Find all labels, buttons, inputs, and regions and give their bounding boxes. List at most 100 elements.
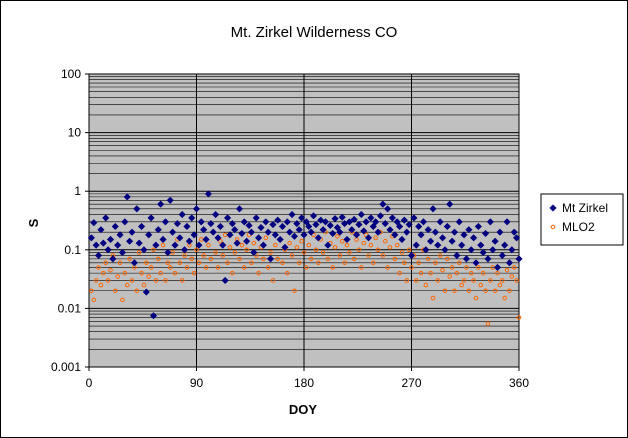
data-point [235, 205, 244, 213]
data-point [173, 219, 182, 228]
data-point [498, 251, 506, 260]
data-point [292, 288, 297, 294]
data-point [495, 270, 500, 276]
data-point [331, 215, 339, 223]
x-tick-label: 360 [509, 376, 529, 390]
data-point [329, 229, 337, 238]
data-point [313, 247, 319, 253]
data-point [252, 214, 260, 222]
data-point [366, 253, 371, 258]
y-tick-label: 0.001 [51, 360, 81, 374]
data-point [269, 220, 277, 229]
data-point [218, 238, 223, 244]
data-point [364, 234, 373, 242]
data-point [254, 234, 263, 242]
data-point [324, 241, 332, 249]
data-point [190, 231, 198, 239]
data-point [402, 260, 407, 266]
data-point [157, 200, 165, 208]
data-point [485, 321, 491, 326]
data-point [271, 231, 279, 239]
data-point [287, 240, 292, 246]
data-point [266, 255, 275, 263]
data-point [400, 216, 408, 224]
data-point [359, 265, 364, 270]
data-point [201, 253, 206, 258]
x-tick-label: 180 [294, 376, 314, 390]
data-point [308, 256, 314, 262]
data-point [476, 265, 481, 270]
data-point [130, 259, 139, 267]
data-point [280, 260, 285, 266]
data-point [361, 240, 367, 246]
data-point [373, 235, 378, 241]
data-point [289, 253, 295, 258]
data-point [480, 270, 486, 276]
x-axis-label: DOY [289, 402, 318, 417]
data-point [326, 221, 334, 230]
data-point [163, 278, 168, 283]
data-point [455, 218, 463, 226]
data-point [348, 226, 356, 234]
data-point [301, 250, 307, 255]
data-point [206, 242, 211, 248]
legend-entry: Mt Zirkel [549, 201, 608, 215]
data-point [489, 246, 497, 254]
data-point [450, 228, 459, 236]
data-point [372, 218, 380, 226]
data-point [216, 222, 225, 231]
data-point [428, 270, 433, 276]
data-point [422, 246, 430, 254]
data-point [159, 235, 167, 244]
data-point [180, 246, 189, 254]
data-point [142, 288, 150, 296]
data-point [453, 251, 461, 260]
data-point [379, 200, 387, 208]
legend-marker [550, 224, 556, 230]
data-point [101, 270, 106, 276]
data-point [501, 241, 509, 249]
data-point [114, 241, 122, 249]
data-point [293, 219, 301, 228]
data-point [262, 218, 270, 226]
data-point [497, 282, 503, 288]
data-point [179, 278, 185, 283]
data-point [178, 210, 186, 219]
data-point [189, 256, 195, 262]
data-point [223, 214, 232, 222]
data-point [182, 253, 187, 258]
data-point [320, 250, 326, 255]
data-point [99, 239, 107, 247]
data-point [456, 260, 462, 266]
data-point [117, 260, 123, 266]
data-point [261, 256, 266, 262]
data-point [345, 218, 354, 226]
data-point [176, 234, 184, 242]
data-point [209, 228, 217, 236]
data-point [381, 219, 389, 228]
series-layer [87, 190, 523, 326]
data-point [111, 222, 119, 231]
data-point [250, 248, 258, 257]
data-point [213, 250, 218, 255]
data-point [259, 241, 268, 249]
data-point [388, 214, 397, 222]
data-point [106, 235, 115, 244]
data-point [144, 260, 149, 266]
data-point [383, 205, 392, 213]
data-point [355, 220, 363, 229]
data-point [200, 226, 208, 234]
data-point [204, 190, 213, 198]
data-point [141, 282, 147, 288]
data-point [103, 260, 109, 266]
data-point [325, 256, 331, 262]
data-point [468, 270, 474, 276]
data-point [265, 265, 271, 270]
data-point [284, 270, 290, 276]
data-point [153, 278, 159, 283]
data-point [274, 216, 282, 224]
y-axis-label: S [26, 218, 41, 227]
data-point [160, 242, 166, 248]
data-point [214, 234, 222, 242]
data-point [154, 226, 162, 234]
